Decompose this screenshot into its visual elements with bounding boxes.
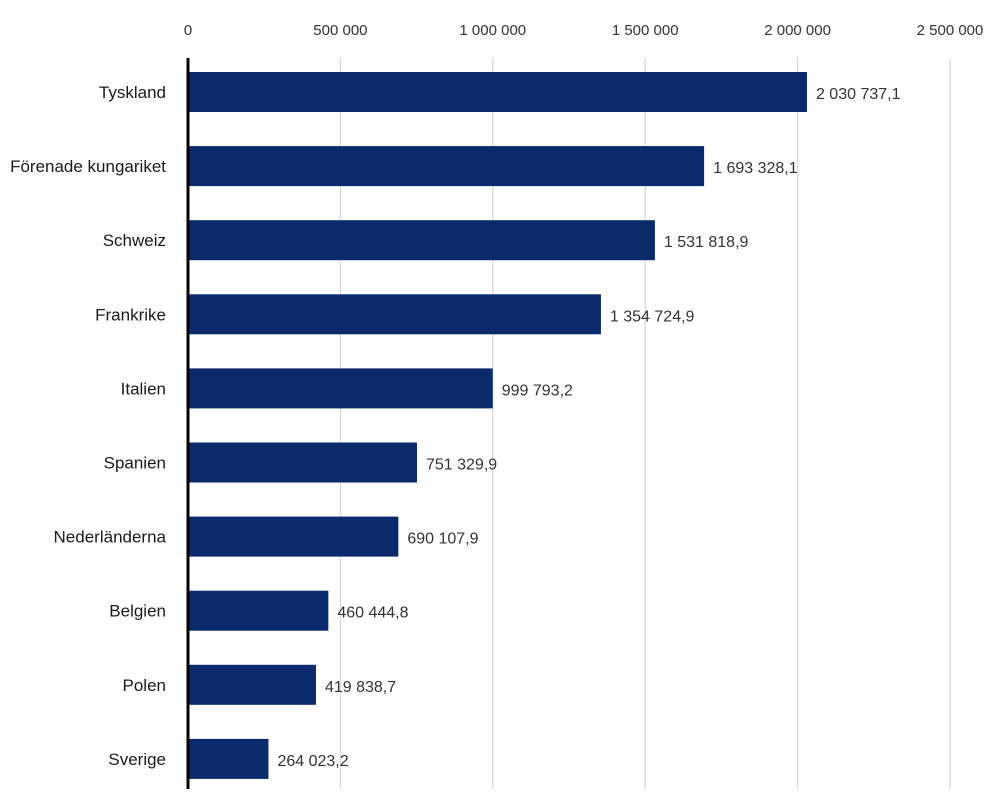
category-label: Spanien xyxy=(104,454,166,473)
bar xyxy=(188,590,329,631)
category-label: Sverige xyxy=(108,750,166,769)
x-tick-label: 1 500 000 xyxy=(612,22,679,39)
category-label: Frankrike xyxy=(95,305,166,324)
data-label: 2 030 737,1 xyxy=(816,86,901,103)
category-label: Förenade kungariket xyxy=(10,157,166,176)
data-label: 419 838,7 xyxy=(325,679,396,696)
bar xyxy=(188,442,418,483)
bar xyxy=(188,146,705,187)
data-label: 1 354 724,9 xyxy=(610,308,695,325)
x-tick-label: 2 500 000 xyxy=(917,22,984,39)
bar xyxy=(188,294,601,335)
category-label: Belgien xyxy=(109,602,166,621)
data-label: 690 107,9 xyxy=(407,531,478,548)
bar xyxy=(188,664,316,705)
category-label: Polen xyxy=(123,676,166,695)
data-label: 1 693 328,1 xyxy=(713,160,798,177)
x-tick-label: 500 000 xyxy=(313,22,367,39)
category-label: Italien xyxy=(121,379,166,398)
x-axis-ticks: 0 500 000 1 000 000 1 500 000 2 000 000 2 500… xyxy=(184,22,984,39)
bar xyxy=(188,368,493,409)
x-tick-label: 1 000 000 xyxy=(459,22,526,39)
bar xyxy=(188,72,807,112)
data-label: 460 444,8 xyxy=(337,605,408,622)
data-label: 1 531 818,9 xyxy=(664,234,749,251)
data-label: 264 023,2 xyxy=(277,753,348,770)
category-label: Nederländerna xyxy=(54,528,167,547)
category-label: Tyskland xyxy=(99,83,166,102)
data-label: 751 329,9 xyxy=(426,457,497,474)
bar xyxy=(188,220,655,261)
value-labels: 2 030 737,1 1 693 328,1 1 531 818,9 1 354 7… xyxy=(277,86,900,770)
bar xyxy=(188,516,399,557)
bar xyxy=(188,738,269,779)
category-label: Schweiz xyxy=(103,231,166,250)
bars xyxy=(188,72,807,779)
x-tick-label: 0 xyxy=(184,22,192,39)
x-tick-label: 2 000 000 xyxy=(764,22,831,39)
data-label: 999 793,2 xyxy=(502,382,573,399)
category-labels: Tyskland Förenade kungariket Schweiz Frankr… xyxy=(10,83,166,769)
